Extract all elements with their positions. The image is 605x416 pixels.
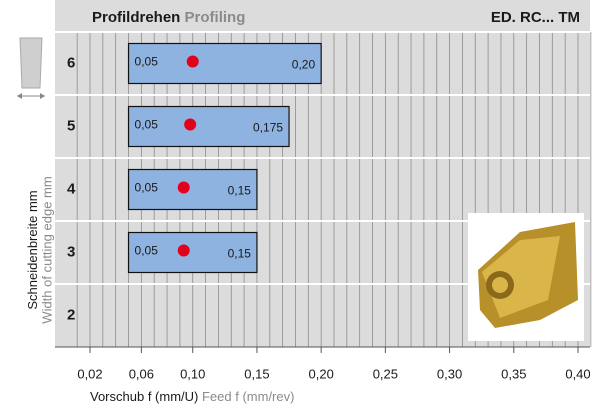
range-bar (127, 231, 258, 274)
x-tick-label: 0,20 (309, 366, 334, 381)
y-tick-label: 2 (67, 306, 75, 323)
chart-title: Profildrehen Profiling (92, 9, 245, 26)
recommended-dot (186, 55, 199, 68)
x-tick-label: 0,25 (373, 366, 398, 381)
y-tick-label: 4 (67, 180, 76, 197)
title-de: Profildrehen (92, 9, 180, 26)
product-label: ED. RC... TM (491, 9, 580, 26)
min-label: 0,05 (135, 55, 159, 69)
x-tick-label: 0,02 (77, 366, 102, 381)
x-tick-label: 0,06 (129, 366, 154, 381)
x-axis-title: Vorschub f (mm/U) Feed f (mm/rev) (90, 389, 294, 404)
y-tick-label: 6 (67, 54, 75, 71)
recommended-dot (177, 244, 190, 257)
y-tick-label: 3 (67, 243, 75, 260)
recommended-dot (177, 181, 190, 194)
x-tick-label: 0,40 (565, 366, 590, 381)
marks: 0,05 0,20 0,05 0,175 0,05 0,15 0,05 0,15 (127, 42, 322, 274)
range-bar (127, 168, 258, 211)
x-tick-label: 0,35 (501, 366, 526, 381)
recommended-dot (184, 118, 197, 131)
y-tick-label: 5 (67, 117, 75, 134)
x-tick-label: 0,30 (437, 366, 462, 381)
xlabel-de: Vorschub f (mm/U) (90, 389, 198, 404)
insert-photo (468, 213, 584, 341)
ylabel-en: Width of cutting edge mm (39, 176, 54, 323)
max-label: 0,175 (253, 121, 283, 135)
x-tick-label: 0,15 (244, 366, 269, 381)
x-tick-label: 0,10 (180, 366, 205, 381)
range-bar (127, 105, 290, 148)
max-label: 0,15 (228, 247, 252, 261)
y-axis-title: Schneidenbreite mm (25, 190, 40, 309)
title-en: Profiling (185, 9, 246, 26)
max-label: 0,20 (292, 58, 316, 72)
xlabel-en: Feed f (mm/rev) (202, 389, 294, 404)
range-bar (127, 42, 322, 85)
width-icon (17, 37, 45, 99)
min-label: 0,05 (135, 118, 159, 132)
max-label: 0,15 (228, 184, 252, 198)
ylabel-de: Schneidenbreite mm (25, 190, 40, 309)
min-label: 0,05 (135, 181, 159, 195)
min-label: 0,05 (135, 244, 159, 258)
